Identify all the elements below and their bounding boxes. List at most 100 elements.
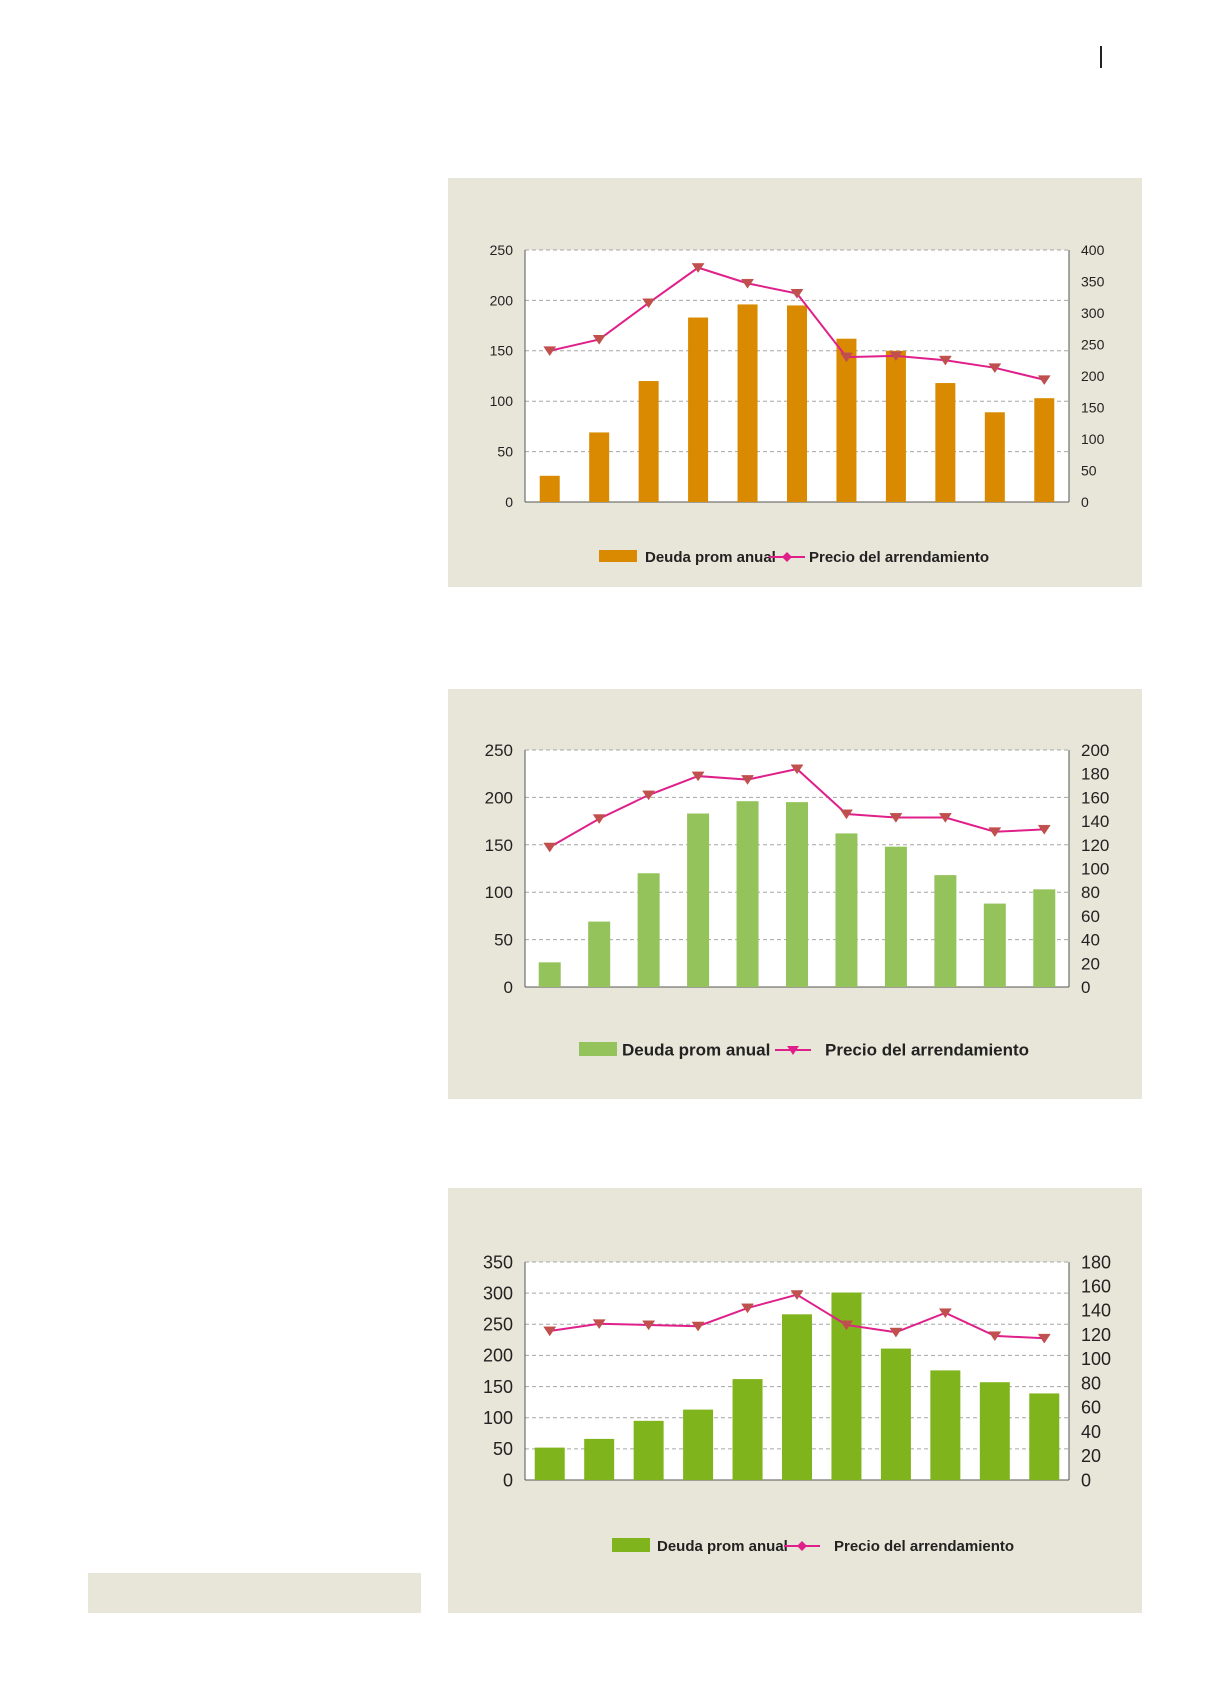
right-axis-tick-label: 160 [1081,788,1109,807]
bar [782,1314,812,1480]
line-marker [691,263,705,273]
legend-label-bar: Deuda prom anual [622,1041,770,1060]
combo-chart-3: 0 50 100 150 200 250 300 350 0 20 40 60 80 100 120 140 1… [483,1252,1111,1555]
bar [934,875,957,987]
right-axis-tick-label: 200 [1081,368,1105,384]
bar [539,475,560,502]
right-axis-tick-label: 60 [1081,1398,1101,1418]
left-axis-tick-label: 0 [505,494,513,510]
bar [638,381,659,502]
bar [737,304,758,502]
line-marker [642,790,656,801]
line-marker [938,813,952,823]
bar [1033,889,1056,987]
left-axis-tick-label: 150 [483,1377,513,1397]
right-axis-tick-label: 0 [1081,494,1089,510]
left-axis-tick-label: 100 [490,393,514,409]
right-axis-tick-label: 40 [1081,1422,1101,1442]
line-marker [988,363,1002,374]
left-axis-tick-label: 50 [497,444,513,460]
line-marker [1037,1333,1051,1344]
line-marker [642,298,656,309]
right-axis-tick-label: 140 [1081,812,1109,831]
line-marker [592,1319,606,1330]
legend-label-bar: Deuda prom anual [645,549,776,566]
bar [1029,1393,1060,1480]
combo-chart-1: 0 50 100 150 200 250 0 50 100 150 200 250 300 350 400 D… [490,242,1105,566]
right-axis-tick-label: 350 [1081,273,1105,289]
left-axis-tick-label: 250 [483,1315,513,1335]
legend-label-line: Precio del arrendamiento [809,549,989,566]
right-axis-tick-label: 0 [1081,978,1090,997]
bar [984,412,1005,502]
bar [885,350,906,502]
legend-marker [787,1046,799,1055]
left-axis-tick-label: 100 [485,883,513,902]
line-marker [592,335,606,345]
bar [589,432,610,502]
line-marker [691,771,705,782]
right-axis-tick-label: 20 [1081,954,1100,973]
left-axis-tick-label: 200 [483,1346,513,1366]
left-axis-tick-label: 50 [494,931,513,950]
line-marker [1037,375,1051,386]
left-axis-tick-label: 150 [485,836,513,855]
legend-label-bar: Deuda prom anual [657,1538,788,1555]
left-axis-tick-label: 250 [485,741,513,760]
left-axis-tick-label: 100 [483,1408,513,1428]
legend-swatch-bar [579,1042,617,1056]
line-marker [642,1320,656,1331]
legend-swatch-bar [612,1538,650,1552]
bar [836,338,857,502]
left-axis-tick-label: 300 [483,1283,513,1303]
bar [935,383,956,502]
bar [534,1447,565,1480]
combo-chart-2: 0 50 100 150 200 250 0 20 40 60 80 100 120 140 160 180 2… [485,741,1110,1060]
line-marker [543,842,557,853]
right-axis-tick-label: 100 [1081,859,1109,878]
legend-marker [797,1541,807,1551]
bar [736,801,759,987]
bar [538,962,561,987]
right-axis-tick-label: 150 [1081,399,1105,415]
right-axis-tick-label: 300 [1081,305,1105,321]
line-marker [543,346,557,357]
line-marker [691,1321,705,1332]
right-axis-tick-label: 400 [1081,242,1105,258]
right-axis-tick-label: 60 [1081,907,1100,926]
right-axis-tick-label: 0 [1081,1470,1091,1490]
line-marker [741,775,755,785]
line-marker [790,289,804,299]
bar [688,317,709,502]
bar [637,873,660,987]
line-marker [889,813,903,823]
line-marker [790,764,804,775]
right-axis-tick-label: 40 [1081,931,1100,950]
chart-panel-3: 0 50 100 150 200 250 300 350 0 20 40 60 80 100 120 140 1… [448,1188,1142,1613]
right-axis-tick-label: 200 [1081,741,1109,760]
bar [979,1382,1010,1480]
line-marker [988,1331,1002,1342]
line-marker [839,809,853,820]
chart-panel-1: 0 50 100 150 200 250 0 50 100 150 200 250 300 350 400 D… [448,178,1142,587]
right-axis-tick-label: 120 [1081,1325,1111,1345]
line-marker [938,355,952,366]
bar [983,903,1006,987]
right-axis-tick-label: 20 [1081,1446,1101,1466]
right-axis-tick-label: 100 [1081,1349,1111,1369]
bar [588,921,611,987]
sidebar-note-box [88,1573,421,1613]
left-axis-tick-label: 200 [490,292,514,308]
bar [584,1438,615,1480]
bar [880,1348,911,1480]
chart-panel-2: 0 50 100 150 200 250 0 20 40 60 80 100 120 140 160 180 2… [448,689,1142,1099]
legend-swatch-bar [599,550,637,562]
left-axis-tick-label: 250 [490,242,514,258]
left-axis-tick-label: 0 [504,978,513,997]
bar [930,1370,961,1480]
line-marker [741,278,755,289]
line-marker [839,1320,853,1331]
bar [732,1379,763,1480]
right-axis-tick-label: 120 [1081,836,1109,855]
right-axis-tick-label: 250 [1081,336,1105,352]
